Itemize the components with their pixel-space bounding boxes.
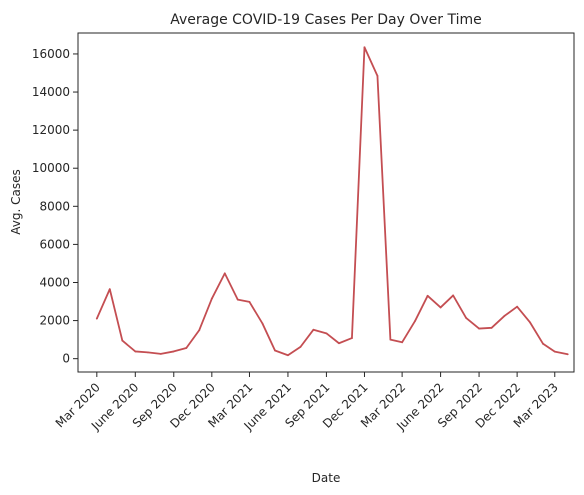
data-point [223,272,226,275]
data-point [351,337,353,339]
data-point [363,46,366,49]
data-point [478,327,480,330]
data-point [426,294,429,297]
y-axis-label: Avg. Cases [9,169,23,234]
data-point [338,342,340,345]
data-point [542,342,544,345]
data-point [185,347,188,349]
plot-frame [77,32,575,373]
series-line [95,46,568,357]
y-tick-label: 4000 [39,275,70,289]
data-point [312,328,315,331]
data-point [414,320,416,322]
data-point [503,314,506,317]
y-tick-label: 2000 [39,314,70,328]
data-point [108,288,111,291]
data-point [198,329,201,332]
y-tick-label: 16000 [32,47,70,61]
series-layer [95,46,569,357]
data-point [401,341,404,344]
data-point [287,354,289,357]
y-tick-label: 14000 [32,85,70,99]
data-point [490,326,493,329]
data-point [529,321,531,324]
data-point [553,350,556,353]
data-point [236,298,239,301]
y-tick-label: 6000 [39,237,70,251]
data-point [299,345,302,348]
data-point [159,353,162,355]
data-point [465,317,468,319]
data-point [121,339,124,342]
data-point [248,301,251,303]
data-point [134,350,137,353]
x-axis-label: Date [312,471,341,485]
data-point [566,353,569,356]
data-point [439,306,442,309]
y-tick-label: 12000 [32,123,70,137]
y-axis-ticks: 0 2000 4000 6000 8000 10000 12000 14000 16000 [32,47,78,366]
data-point [95,317,98,320]
data-point [146,351,149,354]
data-point [325,332,328,335]
data-point [452,294,455,297]
y-tick-label: 10000 [32,161,70,175]
data-point [274,349,276,352]
data-point [376,74,379,77]
data-point [261,322,264,325]
data-point [516,305,519,308]
y-tick-label: 0 [62,352,70,366]
data-point [172,350,175,353]
chart-title: Average COVID-19 Cases Per Day Over Time [170,12,482,28]
y-tick-label: 8000 [39,199,70,213]
data-point [389,338,392,341]
data-point [210,297,213,300]
